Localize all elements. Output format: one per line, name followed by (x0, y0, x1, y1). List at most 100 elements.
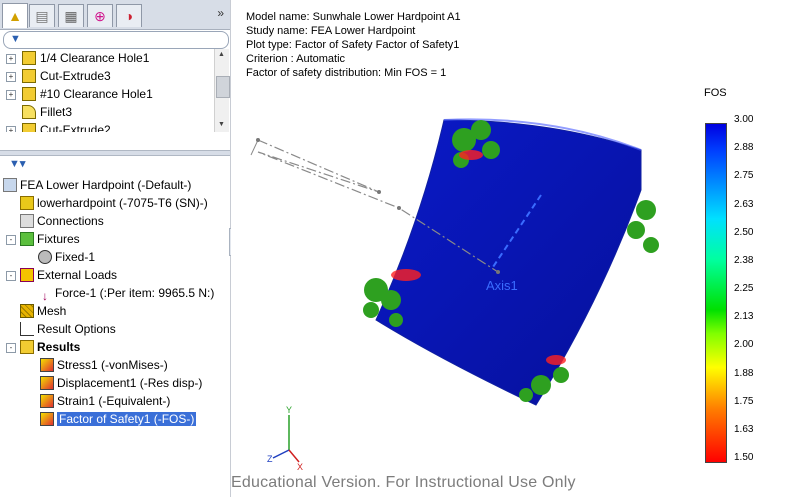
model-name-text: Model name: Sunwhale Lower Hardpoint A1 (246, 11, 461, 23)
cut-extrude-icon (22, 69, 36, 83)
hole-feature-icon (22, 87, 36, 101)
triad-icon: Y Z X (267, 405, 303, 472)
legend-tick-label: 2.88 (734, 142, 754, 154)
strain-plot-item[interactable]: Strain1 (-Equivalent-) (40, 392, 170, 410)
fixture-markers (363, 120, 659, 402)
graphics-area[interactable]: Model name: Sunwhale Lower Hardpoint A1 … (231, 0, 795, 497)
svg-text:Y: Y (286, 405, 292, 415)
dimxpert-icon: ⊕ (94, 7, 106, 24)
scroll-up-icon[interactable]: ▲ (218, 51, 225, 58)
legend-tick-label: 2.13 (734, 311, 754, 323)
legend-tick-label: 1.63 (734, 423, 754, 435)
feature-manager-tab[interactable]: ▲ (2, 3, 28, 28)
collapse-icon[interactable]: - (6, 235, 16, 245)
hole-feature-icon (22, 51, 36, 65)
legend-title: FOS (704, 87, 727, 99)
legend-tick-label: 2.50 (734, 226, 754, 238)
legend-tick-label: 2.25 (734, 283, 754, 294)
force-item[interactable]: ↓ Force-1 (:Per item: 9965.5 N:) (38, 284, 214, 303)
list-item[interactable]: Cut-Extrude3 (22, 67, 111, 85)
connections-item[interactable]: Connections (20, 212, 104, 230)
force-arrow-icon: ↓ (42, 289, 48, 303)
display-manager-tab[interactable]: ◑ (116, 4, 142, 27)
panel-splitter[interactable] (0, 150, 230, 156)
collapse-panel-icon[interactable]: » (217, 6, 224, 20)
construction-lines (257, 139, 499, 273)
list-item[interactable]: #10 Clearance Hole1 (22, 85, 153, 103)
study-filter-bar[interactable]: ▼▾ (3, 156, 31, 170)
display-manager-icon: ◑ (124, 8, 134, 24)
model-view: Axis1 Y Z X (250, 118, 659, 472)
result-options-icon (20, 322, 34, 336)
configuration-manager-icon: ▦ (64, 7, 78, 24)
external-loads-item[interactable]: External Loads (20, 266, 117, 284)
legend-tick-label: 2.75 (734, 170, 754, 182)
scroll-down-icon[interactable]: ▼ (218, 121, 225, 128)
expand-icon[interactable]: + (6, 126, 16, 132)
svg-text:Z: Z (267, 454, 273, 464)
svg-text:X: X (297, 462, 303, 472)
feature-list-scrollbar[interactable]: ▲ ▼ (214, 49, 230, 132)
external-loads-icon (20, 268, 34, 282)
educational-watermark: Educational Version. For Instructional U… (231, 474, 576, 491)
legend-tick-label: 3.00 (734, 114, 754, 125)
mesh-item[interactable]: Mesh (20, 302, 66, 320)
legend-tick-label: 1.75 (734, 395, 754, 407)
feature-manager-icon: ▲ (8, 8, 22, 24)
stress-plot-item[interactable]: Stress1 (-vonMises-) (40, 356, 168, 374)
displacement-plot-icon (40, 376, 54, 390)
result-options-item[interactable]: Result Options (20, 320, 116, 338)
strain-plot-icon (40, 394, 54, 408)
plot-type-text: Plot type: Factor of Safety Factor of Sa… (246, 39, 460, 51)
color-bar (705, 123, 727, 463)
legend-tick-label: 2.63 (734, 198, 754, 210)
feature-list: + 1/4 Clearance Hole1 + Cut-Extrude3 + #… (0, 49, 214, 132)
dimxpert-tab[interactable]: ⊕ (87, 4, 113, 27)
axis-label: Axis1 (486, 278, 518, 293)
legend-tick-label: 2.00 (734, 339, 754, 351)
low-fos-highlight (391, 150, 566, 365)
fixtures-item[interactable]: Fixtures (20, 230, 80, 248)
fixtures-icon (20, 232, 34, 246)
part-plate (375, 119, 642, 406)
scroll-thumb[interactable] (216, 76, 230, 98)
cut-extrude-icon (22, 123, 36, 132)
expand-icon[interactable]: + (6, 90, 16, 100)
study-tree: FEA Lower Hardpoint (-Default-) lowerhar… (0, 176, 230, 476)
collapse-icon[interactable]: - (6, 271, 16, 281)
part-item[interactable]: lowerhardpoint (-7075-T6 (SN)-) (20, 194, 208, 212)
fos-plot-icon (40, 412, 54, 426)
fillet-icon (22, 105, 36, 119)
filter-icon: ▼ (10, 33, 21, 45)
manager-tabs: ▲ ▤ ▦ ⊕ ◑ » (0, 0, 230, 30)
part-top-edge (443, 118, 642, 151)
stress-plot-icon (40, 358, 54, 372)
list-item[interactable]: 1/4 Clearance Hole1 (22, 49, 149, 67)
fos-plot-item[interactable]: Factor of Safety1 (-FOS-) (40, 410, 198, 428)
feature-manager-panel: ▲ ▤ ▦ ⊕ ◑ » ▼ + 1/4 Clearance Hole1 + Cu… (0, 0, 231, 497)
study-icon (3, 178, 17, 192)
displacement-plot-item[interactable]: Displacement1 (-Res disp-) (40, 374, 202, 392)
property-manager-icon: ▤ (35, 7, 49, 24)
property-manager-tab[interactable]: ▤ (29, 4, 55, 27)
feature-filter-bar[interactable]: ▼ (3, 31, 229, 49)
axis-line (490, 194, 542, 271)
results-folder-icon (20, 340, 34, 354)
part-icon (20, 196, 34, 210)
list-item[interactable]: Fillet3 (22, 103, 72, 121)
configuration-manager-tab[interactable]: ▦ (58, 4, 84, 27)
expand-icon[interactable]: + (6, 54, 16, 64)
study-item[interactable]: FEA Lower Hardpoint (-Default-) (3, 176, 191, 194)
connections-icon (20, 214, 34, 228)
legend-tick-label: 1.88 (734, 367, 754, 379)
expand-icon[interactable]: + (6, 72, 16, 82)
results-item[interactable]: Results (20, 338, 80, 356)
legend-tick-label: 2.38 (734, 254, 754, 266)
legend-tick-label: 1.50 (734, 452, 754, 463)
fos-distribution-text: Factor of safety distribution: Min FOS =… (246, 67, 447, 79)
fixed-geometry-icon (38, 250, 52, 264)
list-item[interactable]: Cut-Extrude2 (22, 121, 111, 132)
collapse-icon[interactable]: - (6, 343, 16, 353)
study-name-text: Study name: FEA Lower Hardpoint (246, 25, 416, 37)
fixed-item[interactable]: Fixed-1 (38, 248, 95, 266)
